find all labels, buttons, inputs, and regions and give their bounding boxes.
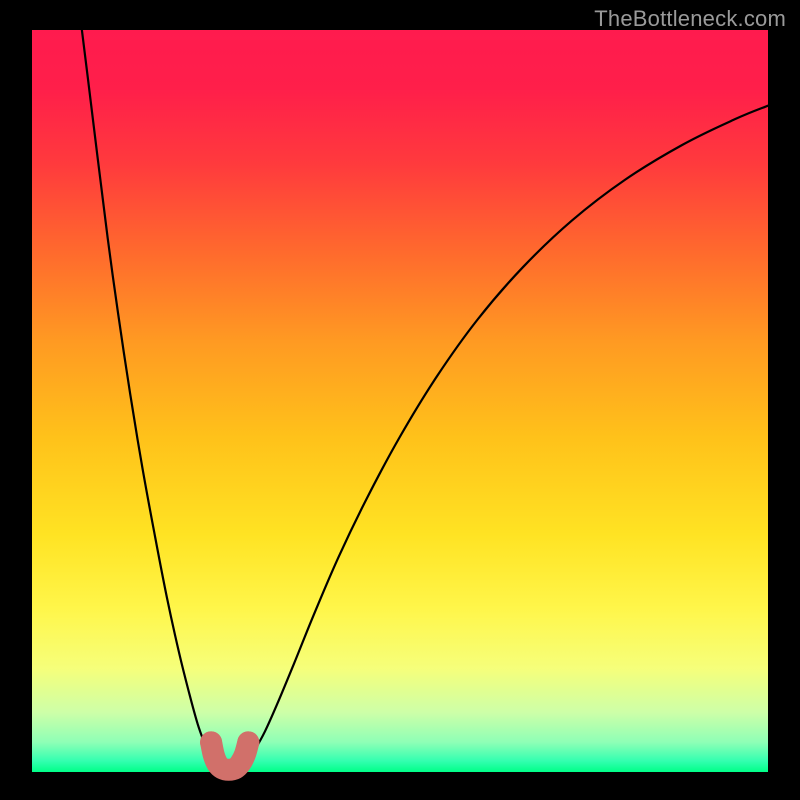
optimal-zone-endcap-1 (237, 731, 259, 753)
chart-gradient-bg (32, 30, 768, 772)
chart-stage: TheBottleneck.com (0, 0, 800, 800)
watermark-text: TheBottleneck.com (594, 6, 786, 32)
bottleneck-curve-chart (0, 0, 800, 800)
optimal-zone-endcap-0 (200, 731, 222, 753)
